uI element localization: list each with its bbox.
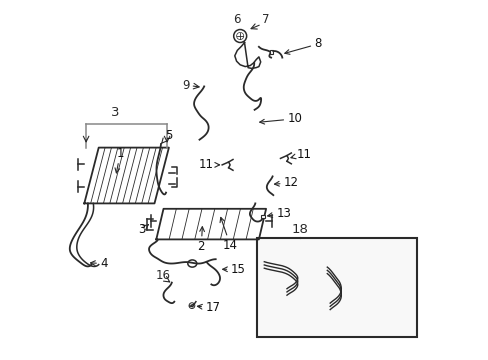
Text: 8: 8	[284, 37, 322, 54]
Text: 3: 3	[110, 106, 119, 119]
Text: 2: 2	[197, 227, 204, 253]
Text: 1: 1	[115, 147, 124, 173]
Text: 3: 3	[138, 223, 148, 236]
Text: 16: 16	[156, 269, 171, 282]
Text: 18: 18	[291, 223, 308, 236]
Text: 5: 5	[161, 129, 172, 144]
Bar	[261, 215, 264, 218]
Text: 11: 11	[290, 148, 311, 161]
Text: 9: 9	[182, 79, 189, 92]
Text: 13: 13	[267, 207, 291, 220]
Bar	[257, 238, 416, 337]
Text: 12: 12	[274, 176, 299, 189]
Text: 6: 6	[232, 13, 240, 26]
Text: 11: 11	[199, 158, 219, 171]
Text: 17: 17	[197, 301, 220, 314]
Text: 7: 7	[261, 13, 269, 26]
Text: 14: 14	[220, 217, 238, 252]
Bar	[269, 50, 273, 54]
Text: 4: 4	[90, 257, 108, 270]
Text: 15: 15	[222, 263, 245, 276]
Text: 10: 10	[259, 112, 302, 125]
